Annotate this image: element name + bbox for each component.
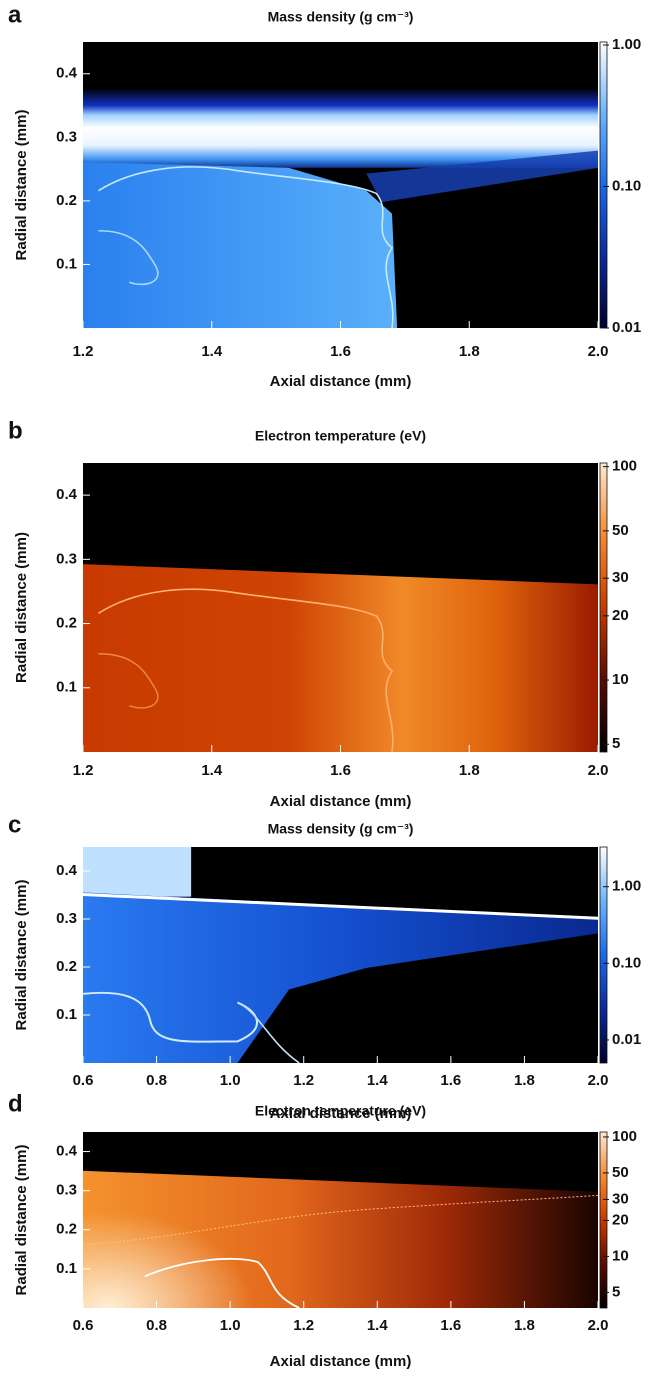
y-tick-label: 0.1: [56, 255, 77, 272]
x-axis-label: Axial distance (mm): [270, 793, 412, 810]
heatmap: [83, 463, 598, 752]
y-tick-label: 0.4: [56, 65, 78, 82]
heatmap: [83, 1132, 598, 1308]
colorbar-tick-label: 30: [612, 1190, 629, 1207]
chart-title: Electron temperature (eV): [255, 1103, 426, 1119]
y-tick-label: 0.3: [56, 910, 77, 927]
x-tick-label: 2.0: [588, 1072, 609, 1089]
x-tick-label: 2.0: [588, 343, 609, 360]
x-tick-label: 1.4: [367, 1072, 389, 1089]
y-axis-label: Radial distance (mm): [13, 532, 30, 683]
colorbar: [599, 462, 608, 753]
y-tick-label: 0.4: [56, 486, 78, 503]
y-tick-label: 0.2: [56, 192, 77, 209]
colorbar-tick-label: 100: [612, 458, 637, 475]
y-tick-label: 0.3: [56, 128, 77, 145]
y-axis-label: Radial distance (mm): [13, 1145, 30, 1296]
x-tick-label: 1.4: [201, 343, 223, 360]
x-tick-label: 0.6: [73, 1072, 94, 1089]
colorbar-tick-label: 50: [612, 522, 629, 539]
x-tick-label: 0.8: [146, 1072, 167, 1089]
chart-title: Mass density (g cm⁻³): [268, 9, 414, 25]
x-tick-label: 1.8: [459, 343, 480, 360]
x-tick-label: 1.2: [73, 762, 94, 779]
x-tick-label: 1.6: [330, 762, 351, 779]
y-tick-label: 0.1: [56, 679, 77, 696]
colorbar: [599, 41, 608, 329]
colorbar-tick-label: 0.10: [612, 954, 641, 971]
colorbar-tick-label: 20: [612, 607, 629, 624]
colorbar-tick-label: 20: [612, 1211, 629, 1228]
x-axis-label: Axial distance (mm): [270, 1353, 412, 1370]
colorbar-tick-label: 1.00: [612, 878, 641, 895]
x-tick-label: 1.2: [293, 1317, 314, 1334]
heatmap: [83, 847, 598, 1063]
colorbar-tick-label: 1.00: [612, 36, 641, 53]
x-tick-label: 2.0: [588, 762, 609, 779]
y-tick-label: 0.3: [56, 1182, 77, 1199]
x-tick-label: 1.8: [514, 1317, 535, 1334]
panel-label: a: [8, 1, 22, 28]
x-tick-label: 1.0: [220, 1317, 241, 1334]
colorbar-tick-label: 10: [612, 671, 629, 688]
colorbar-tick-label: 100: [612, 1128, 637, 1145]
x-axis-label: Axial distance (mm): [270, 373, 412, 390]
y-axis-label: Radial distance (mm): [13, 880, 30, 1031]
y-tick-label: 0.4: [56, 862, 78, 879]
colorbar-tick-label: 0.10: [612, 177, 641, 194]
chart-title: Electron temperature (eV): [255, 428, 426, 444]
y-axis-label: Radial distance (mm): [13, 110, 30, 261]
x-tick-label: 2.0: [588, 1317, 609, 1334]
chart-title: Mass density (g cm⁻³): [268, 821, 414, 837]
panel-label: d: [8, 1090, 23, 1117]
x-tick-label: 1.8: [514, 1072, 535, 1089]
x-axis-label: Axial distance (mm): [270, 1105, 412, 1122]
x-tick-label: 1.0: [220, 1072, 241, 1089]
x-tick-label: 1.6: [330, 343, 351, 360]
colorbar-tick-label: 50: [612, 1164, 629, 1181]
x-tick-label: 1.8: [459, 762, 480, 779]
y-tick-label: 0.4: [56, 1143, 78, 1160]
y-tick-label: 0.2: [56, 958, 77, 975]
colorbar-tick-label: 0.01: [612, 319, 641, 336]
heatmap: [83, 42, 598, 328]
panel-label: c: [8, 811, 21, 838]
x-tick-label: 1.4: [367, 1317, 389, 1334]
x-tick-label: 1.6: [440, 1317, 461, 1334]
x-tick-label: 1.4: [201, 762, 223, 779]
colorbar: [599, 846, 608, 1064]
y-tick-label: 0.1: [56, 1006, 77, 1023]
y-tick-label: 0.1: [56, 1260, 77, 1277]
colorbar-tick-label: 5: [612, 735, 620, 752]
x-tick-label: 1.2: [73, 343, 94, 360]
colorbar-tick-label: 0.01: [612, 1031, 641, 1048]
x-tick-label: 0.6: [73, 1317, 94, 1334]
colorbar-tick-label: 30: [612, 569, 629, 586]
x-tick-label: 1.6: [440, 1072, 461, 1089]
y-tick-label: 0.2: [56, 1221, 77, 1238]
x-tick-label: 0.8: [146, 1317, 167, 1334]
x-tick-label: 1.2: [293, 1072, 314, 1089]
y-tick-label: 0.2: [56, 615, 77, 632]
y-tick-label: 0.3: [56, 550, 77, 567]
colorbar-tick-label: 10: [612, 1247, 629, 1264]
colorbar-tick-label: 5: [612, 1283, 620, 1300]
panel-label: b: [8, 417, 23, 444]
